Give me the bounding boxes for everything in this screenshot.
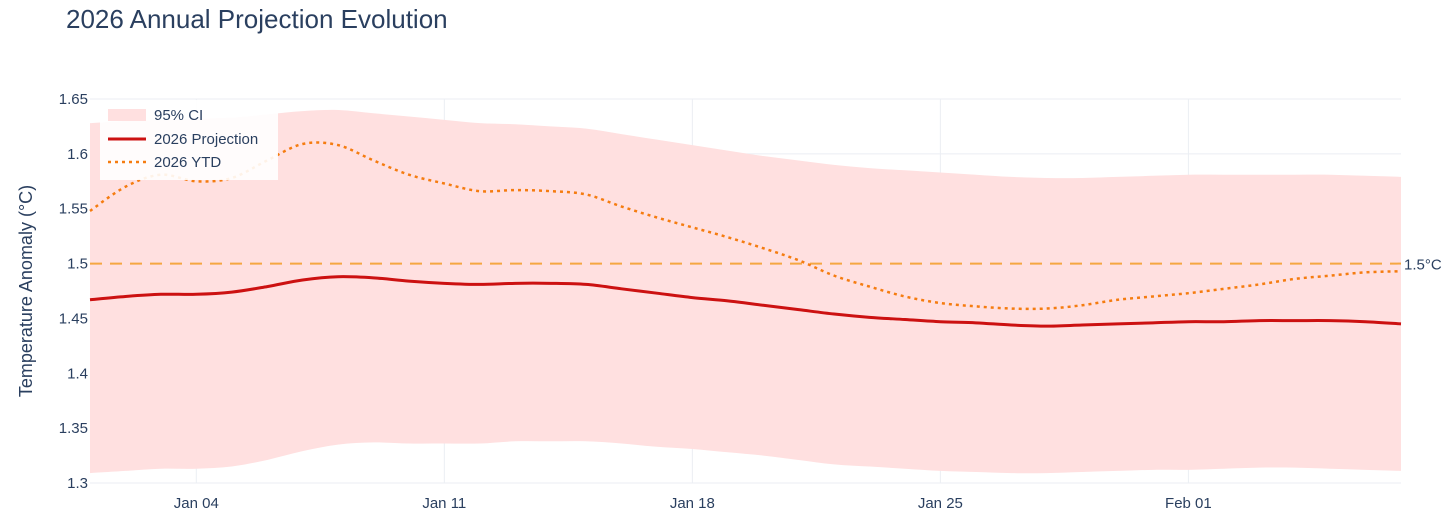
y-tick-label: 1.35 [59,420,88,437]
y-tick-label: 1.65 [59,91,88,108]
chart-title: 2026 Annual Projection Evolution [66,4,448,34]
x-tick-label: Feb 01 [1165,495,1212,512]
y-tick-label: 1.55 [59,201,88,218]
legend-label: 2026 YTD [154,154,221,171]
x-tick-label: Jan 04 [174,495,219,512]
series-line-layer [89,141,1402,328]
threshold-label: 1.5°C [1404,257,1442,274]
legend-swatch-ci [108,109,146,121]
ci-band-layer [90,109,1401,474]
projection-line [89,275,1402,328]
y-tick-label: 1.6 [67,146,88,163]
ci-band-area [90,109,1401,474]
y-tick-label: 1.45 [59,310,88,327]
y-tick-label: 1.4 [67,365,88,382]
y-tick-label: 1.5 [67,256,88,273]
x-tick-label: Jan 25 [918,495,963,512]
x-tick-label: Jan 11 [422,495,466,512]
legend: 95% CI 2026 Projection 2026 YTD [100,100,278,180]
y-tick-label: 1.3 [67,475,88,492]
legend-label: 95% CI [154,107,203,124]
legend-label: 2026 Projection [154,131,258,148]
axis-layer: 1.3 1.35 1.4 1.45 1.5 1.55 1.6 1.65 Jan 04 Jan 11… [16,91,1212,512]
y-axis-title: Temperature Anomaly (°C) [16,185,36,397]
x-tick-label: Jan 18 [670,495,715,512]
threshold-layer: 1.5°C [90,257,1442,274]
